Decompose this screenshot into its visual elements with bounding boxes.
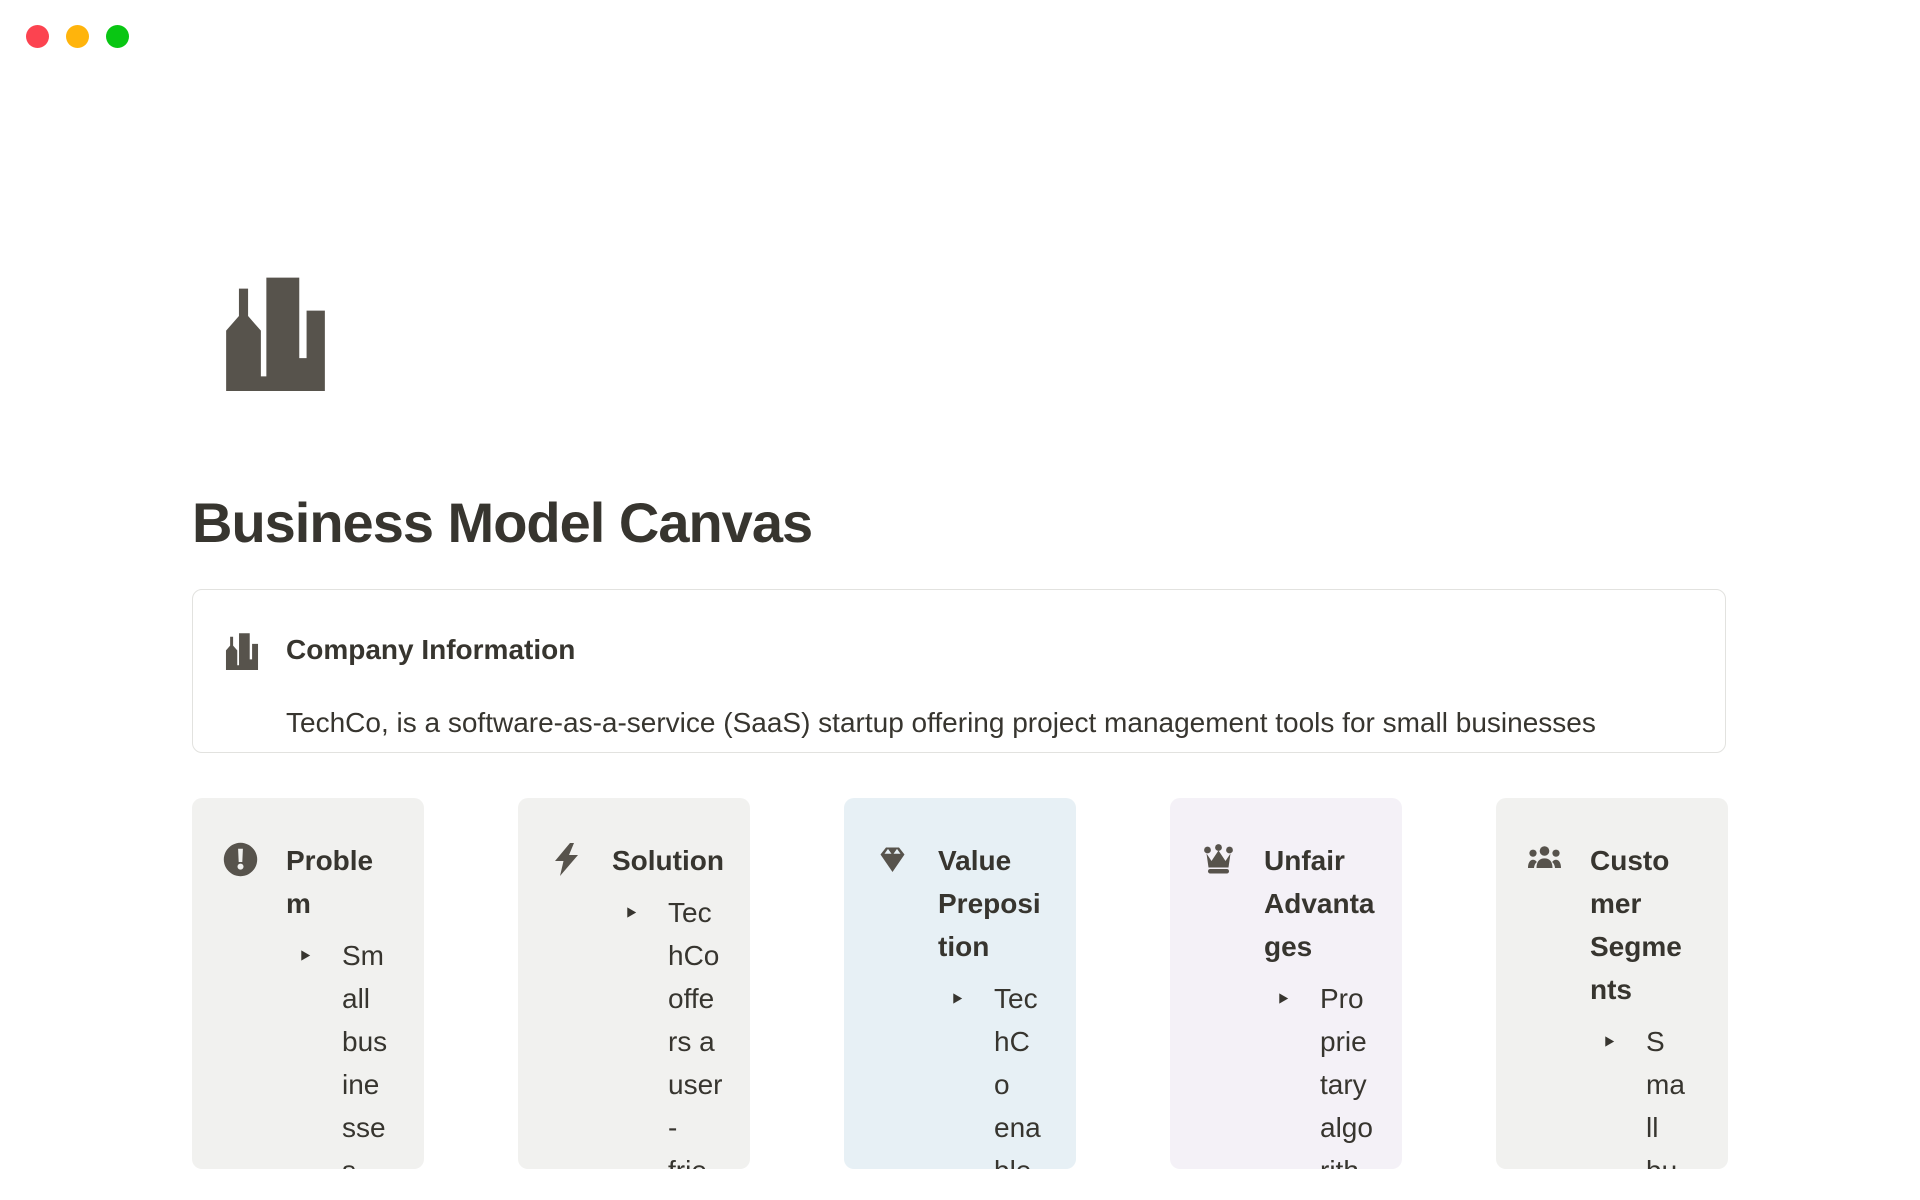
city-buildings-icon <box>223 632 261 670</box>
toggle-triangle-icon[interactable] <box>1602 1034 1617 1049</box>
minimize-button[interactable] <box>66 25 89 48</box>
crown-icon <box>1201 842 1236 877</box>
card-item-text: Proprietaryalgorith <box>1320 983 1373 1169</box>
company-information-callout: Company Information TechCo, is a softwar… <box>192 589 1726 753</box>
card-item-text: TechCoenable <box>994 983 1041 1169</box>
toggle-triangle-icon[interactable] <box>624 905 639 920</box>
lightning-bolt-icon <box>549 842 584 877</box>
callout-title: Company Information <box>286 634 576 665</box>
toggle-triangle-icon[interactable] <box>1276 991 1291 1006</box>
toggle-triangle-icon[interactable] <box>298 948 313 963</box>
card-title: Value Preposi tion <box>938 845 1041 962</box>
gem-icon <box>875 842 910 877</box>
card-item-text: Smallbusinesses <box>342 940 388 1169</box>
zoom-button[interactable] <box>106 25 129 48</box>
city-buildings-icon[interactable] <box>217 274 334 391</box>
page-title: Business Model Canvas <box>192 491 813 554</box>
window-controls <box>26 25 129 48</box>
close-button[interactable] <box>26 25 49 48</box>
card-title: Custo mer Segme nts <box>1590 845 1682 1005</box>
callout-body: TechCo, is a software-as-a-service (SaaS… <box>286 707 1596 738</box>
toggle-triangle-icon[interactable] <box>950 991 965 1006</box>
card-title: Unfair Advanta ges <box>1264 845 1375 962</box>
card-title: Proble m <box>286 845 374 919</box>
card-title: Solution <box>612 845 724 876</box>
exclamation-circle-icon <box>223 842 258 877</box>
people-group-icon <box>1527 842 1562 877</box>
